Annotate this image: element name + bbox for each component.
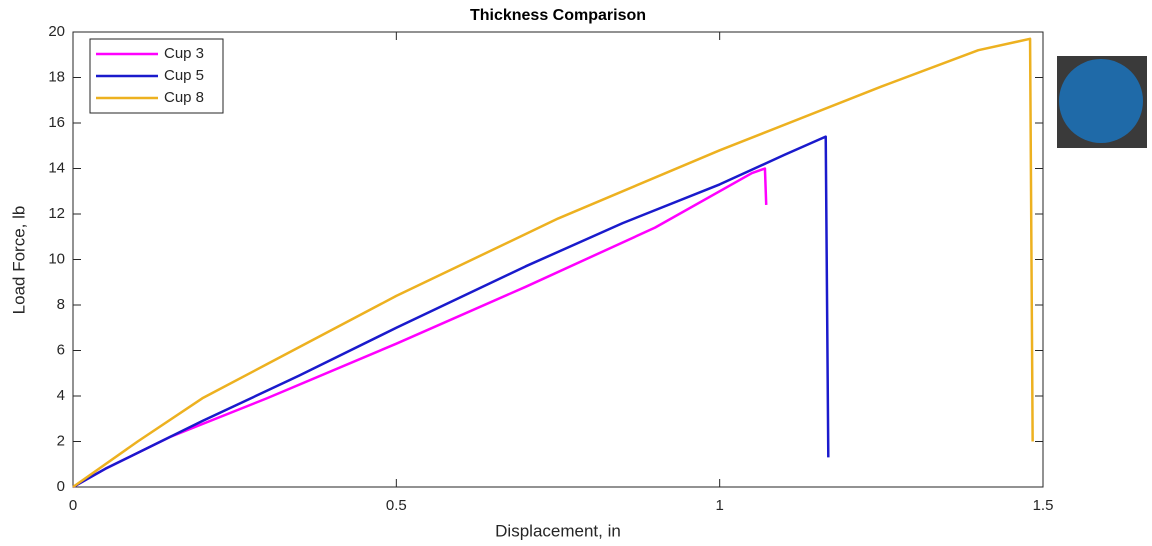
y-tick-label: 8 (57, 296, 65, 313)
legend-label: Cup 5 (164, 67, 204, 84)
series-line (72, 135, 830, 489)
y-tick-label: 4 (57, 387, 65, 404)
y-tick-label: 10 (48, 250, 65, 267)
x-tick-label: 1.5 (1033, 497, 1054, 514)
y-tick-label: 16 (48, 114, 65, 131)
x-tick-label: 1 (715, 497, 723, 514)
legend-label: Cup 8 (164, 89, 204, 106)
y-tick-label: 20 (48, 23, 65, 40)
chart-title: Thickness Comparison (470, 7, 646, 24)
x-tick-label: 0 (69, 497, 77, 514)
y-tick-label: 12 (48, 205, 65, 222)
y-tick-label: 18 (48, 68, 65, 85)
y-tick-label: 14 (48, 159, 65, 176)
y-tick-label: 2 (57, 432, 65, 449)
y-tick-label: 6 (57, 341, 65, 358)
y-axis-label: Load Force, lb (9, 206, 28, 315)
y-tick-label: 0 (57, 478, 65, 495)
legend-label: Cup 3 (164, 45, 204, 62)
x-tick-label: 0.5 (386, 497, 407, 514)
cup-photo (1057, 56, 1147, 148)
series-line (72, 37, 1034, 489)
x-axis-label: Displacement, in (495, 521, 621, 540)
